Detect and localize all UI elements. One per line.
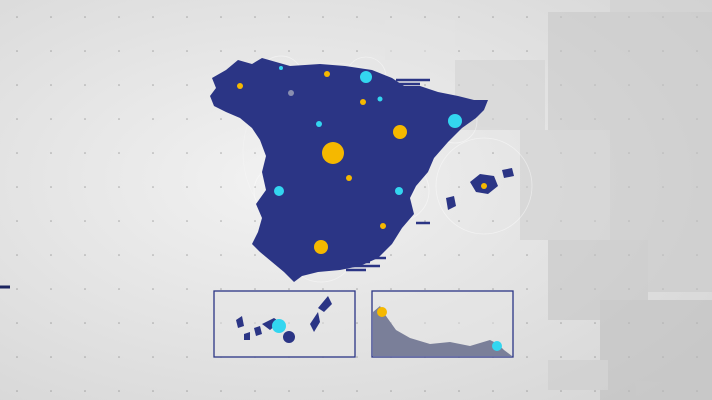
ceuta-melilla-inset <box>371 290 514 358</box>
decor-blocks <box>385 0 712 400</box>
balearic-islands <box>446 168 514 210</box>
spain-mainland <box>210 58 488 282</box>
stripes <box>342 78 430 272</box>
cyan-markers <box>274 66 462 196</box>
canary-inset <box>213 290 356 358</box>
marker <box>288 90 294 96</box>
yellow-markers <box>237 71 487 254</box>
